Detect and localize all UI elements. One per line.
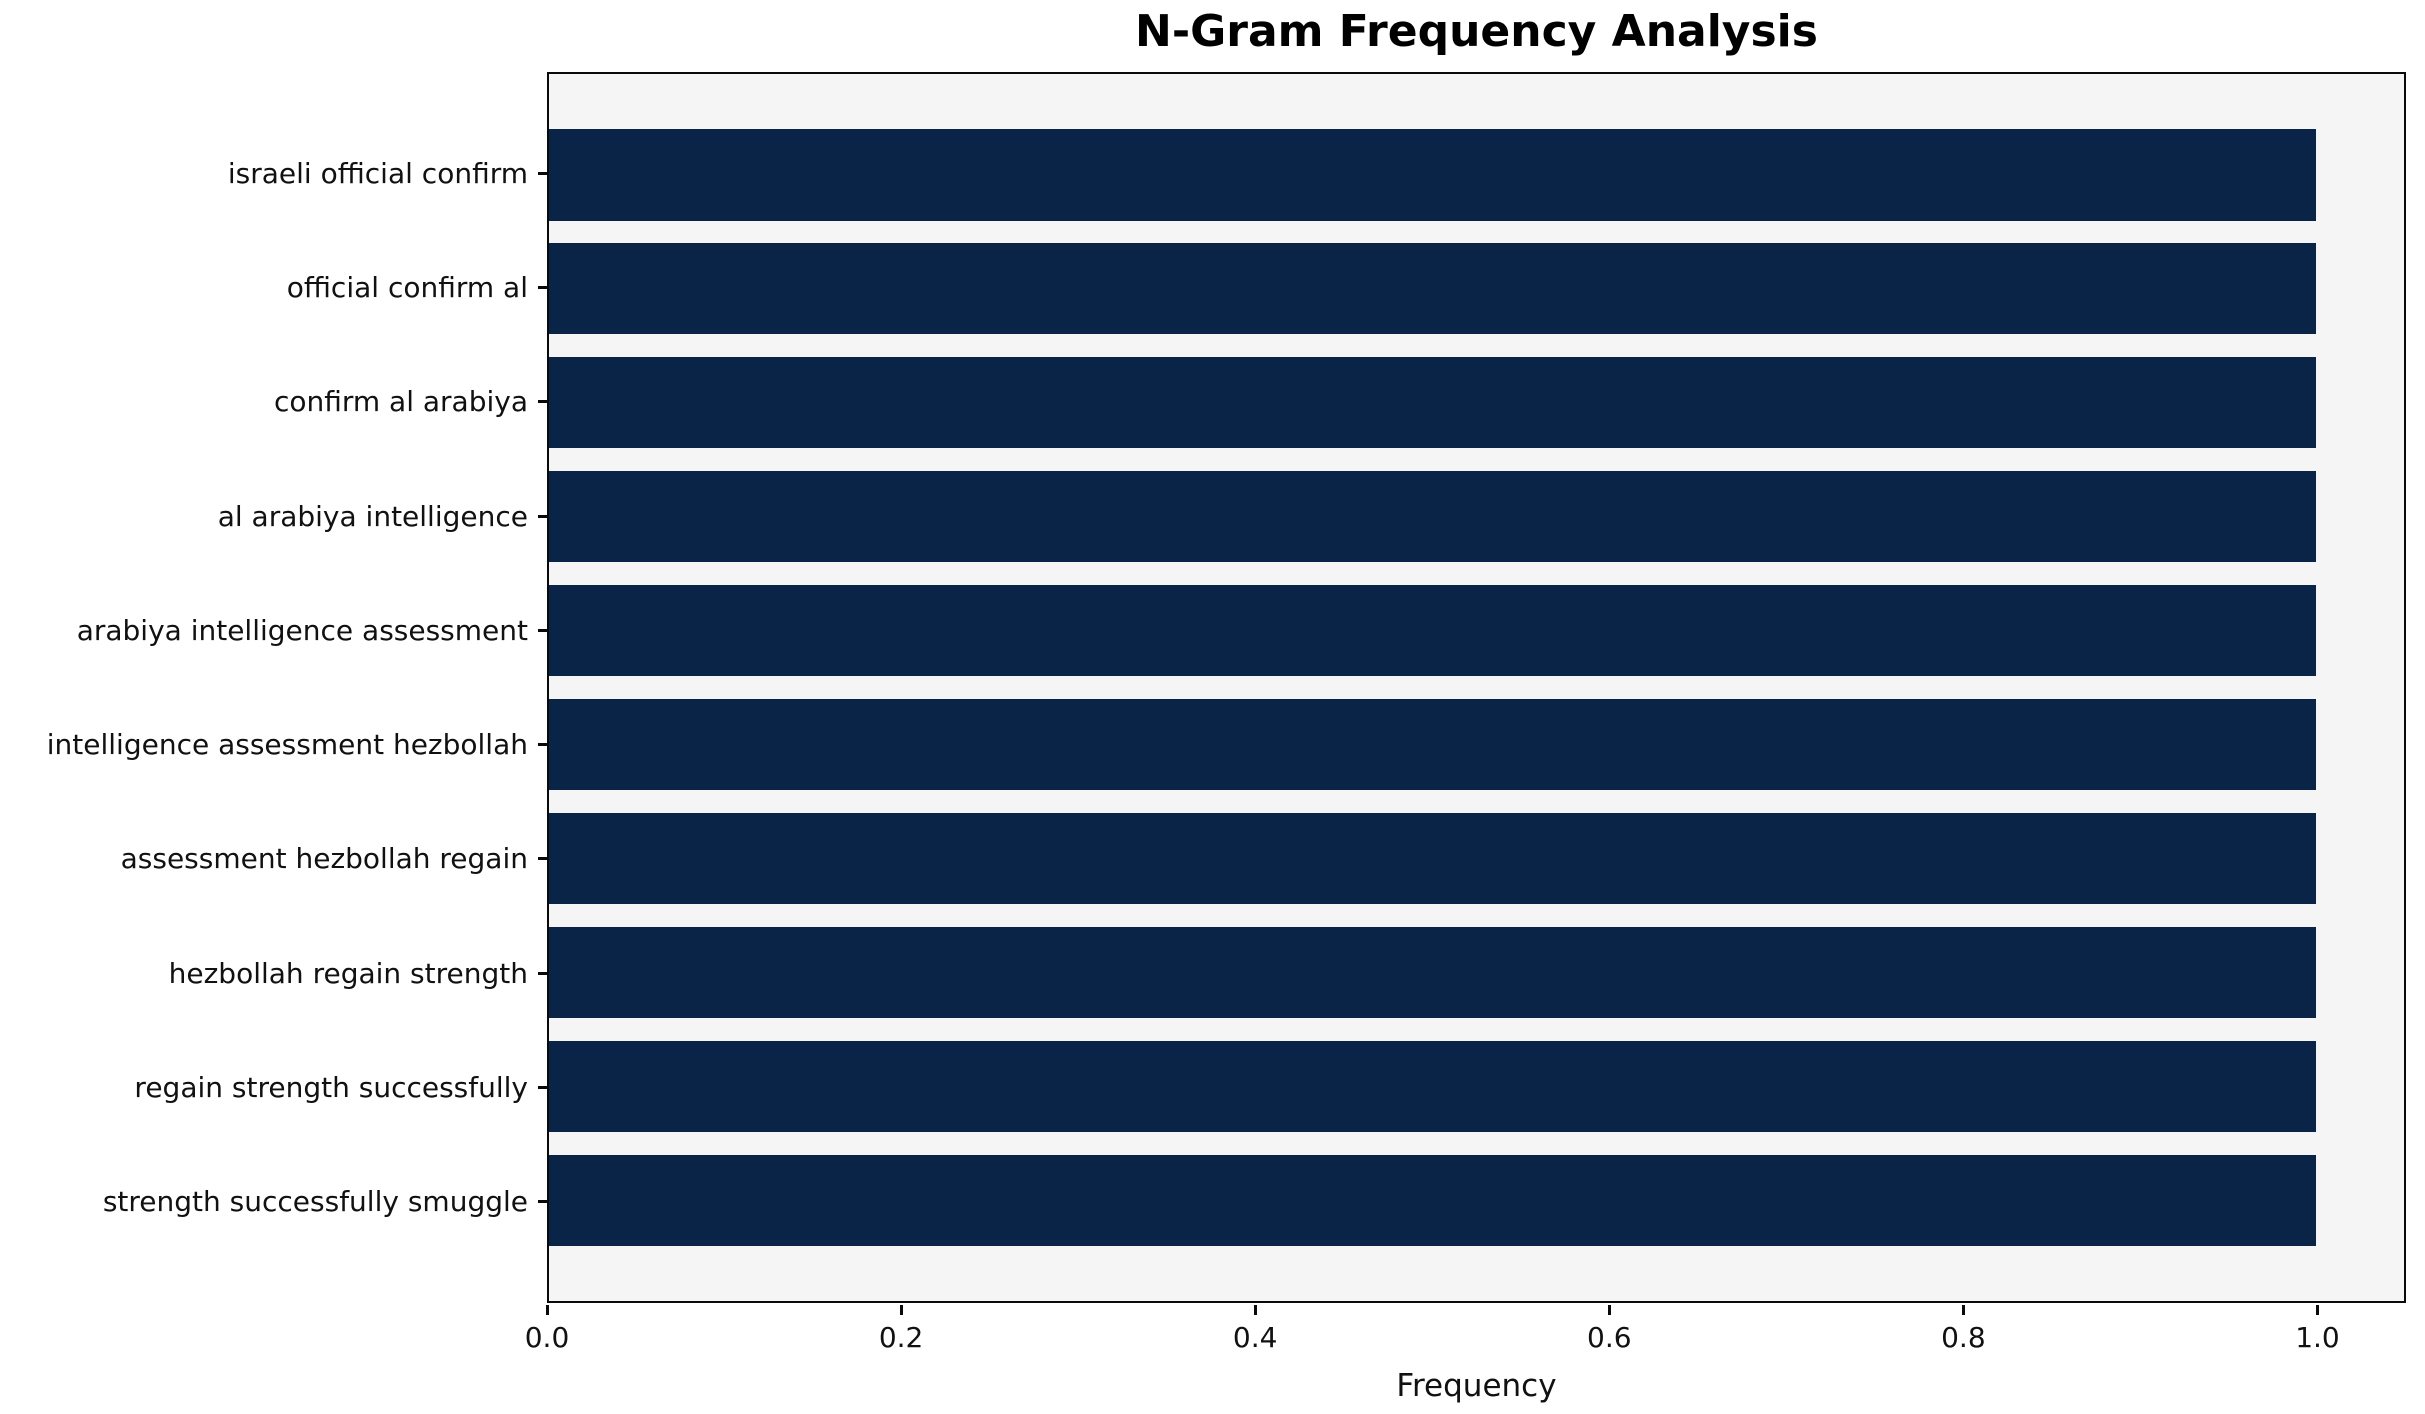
y-label-row: intelligence assessment hezbollah <box>0 687 547 801</box>
x-tick-label: 0.2 <box>878 1321 924 1354</box>
y-tick-mark <box>538 1086 547 1090</box>
bar <box>549 1154 2316 1246</box>
x-tick-mark <box>1608 1305 1612 1315</box>
bar <box>549 243 2316 335</box>
x-tick-label: 0.4 <box>1232 1321 1278 1354</box>
x-axis-title: Frequency <box>1396 1368 1557 1404</box>
bar <box>549 926 2316 1018</box>
plot-area <box>547 72 2406 1303</box>
y-tick-mark <box>538 514 547 518</box>
x-tick-label: 1.0 <box>2295 1321 2340 1354</box>
y-label-row: confirm al arabiya <box>0 345 547 459</box>
y-label-row: israeli official confirm <box>0 116 547 230</box>
y-tick-mark <box>538 1200 547 1204</box>
chart-title: N-Gram Frequency Analysis <box>1135 6 1818 57</box>
y-axis-label: hezbollah regain strength <box>168 956 528 990</box>
y-axis-label: regain strength successfully <box>134 1071 528 1105</box>
y-axis-label: al arabiya intelligence <box>217 499 528 533</box>
y-axis-label: confirm al arabiya <box>273 385 528 419</box>
y-axis-label: arabiya intelligence assessment <box>76 613 528 647</box>
y-axis-label: assessment hezbollah regain <box>120 842 528 876</box>
y-tick-mark <box>538 285 547 289</box>
bar <box>549 471 2316 563</box>
y-axis-label: strength successfully smuggle <box>102 1185 528 1219</box>
y-label-row: assessment hezbollah regain <box>0 802 547 916</box>
bar-row <box>549 118 2404 232</box>
bar-row <box>549 915 2404 1029</box>
x-tick-mark <box>900 1305 904 1315</box>
bar <box>549 129 2316 221</box>
bar-row <box>549 801 2404 915</box>
y-tick-mark <box>538 628 547 632</box>
bar-row <box>549 460 2404 574</box>
bars-container <box>549 74 2404 1301</box>
y-tick-mark <box>538 743 547 747</box>
y-label-row: official confirm al <box>0 230 547 344</box>
y-tick-mark <box>538 171 547 175</box>
y-axis-labels: israeli official confirm official confirm… <box>0 72 547 1303</box>
x-tick-mark <box>1254 1305 1258 1315</box>
y-label-row: regain strength successfully <box>0 1030 547 1144</box>
y-axis-label: israeli official confirm <box>227 156 528 190</box>
bar-row <box>549 1143 2404 1257</box>
y-label-row: arabiya intelligence assessment <box>0 573 547 687</box>
y-tick-mark <box>538 857 547 861</box>
bar <box>549 585 2316 677</box>
x-tick-label: 0.6 <box>1587 1321 1632 1354</box>
x-tick-label: 0.0 <box>524 1321 570 1354</box>
bar-row <box>549 232 2404 346</box>
bar <box>549 812 2316 904</box>
bar <box>549 357 2316 449</box>
bar-row <box>549 1029 2404 1143</box>
x-tick-mark <box>1962 1305 1966 1315</box>
bar-row <box>549 346 2404 460</box>
bar-row <box>549 688 2404 802</box>
x-tick-label: 0.8 <box>1941 1321 1986 1354</box>
y-label-row: hezbollah regain strength <box>0 916 547 1030</box>
y-label-row: al arabiya intelligence <box>0 459 547 573</box>
x-tick-mark <box>2316 1305 2320 1315</box>
x-tick-mark <box>546 1305 549 1315</box>
bar-row <box>549 574 2404 688</box>
y-label-row: strength successfully smuggle <box>0 1145 547 1259</box>
bar <box>549 1040 2316 1132</box>
y-tick-mark <box>538 971 547 975</box>
x-axis: 0.0 0.2 0.4 0.6 0.8 1.0 <box>525 1305 2406 1375</box>
y-axis-label: official confirm al <box>286 270 528 304</box>
y-tick-mark <box>538 400 547 404</box>
bar <box>549 698 2316 791</box>
y-axis-label: intelligence assessment hezbollah <box>46 728 528 762</box>
